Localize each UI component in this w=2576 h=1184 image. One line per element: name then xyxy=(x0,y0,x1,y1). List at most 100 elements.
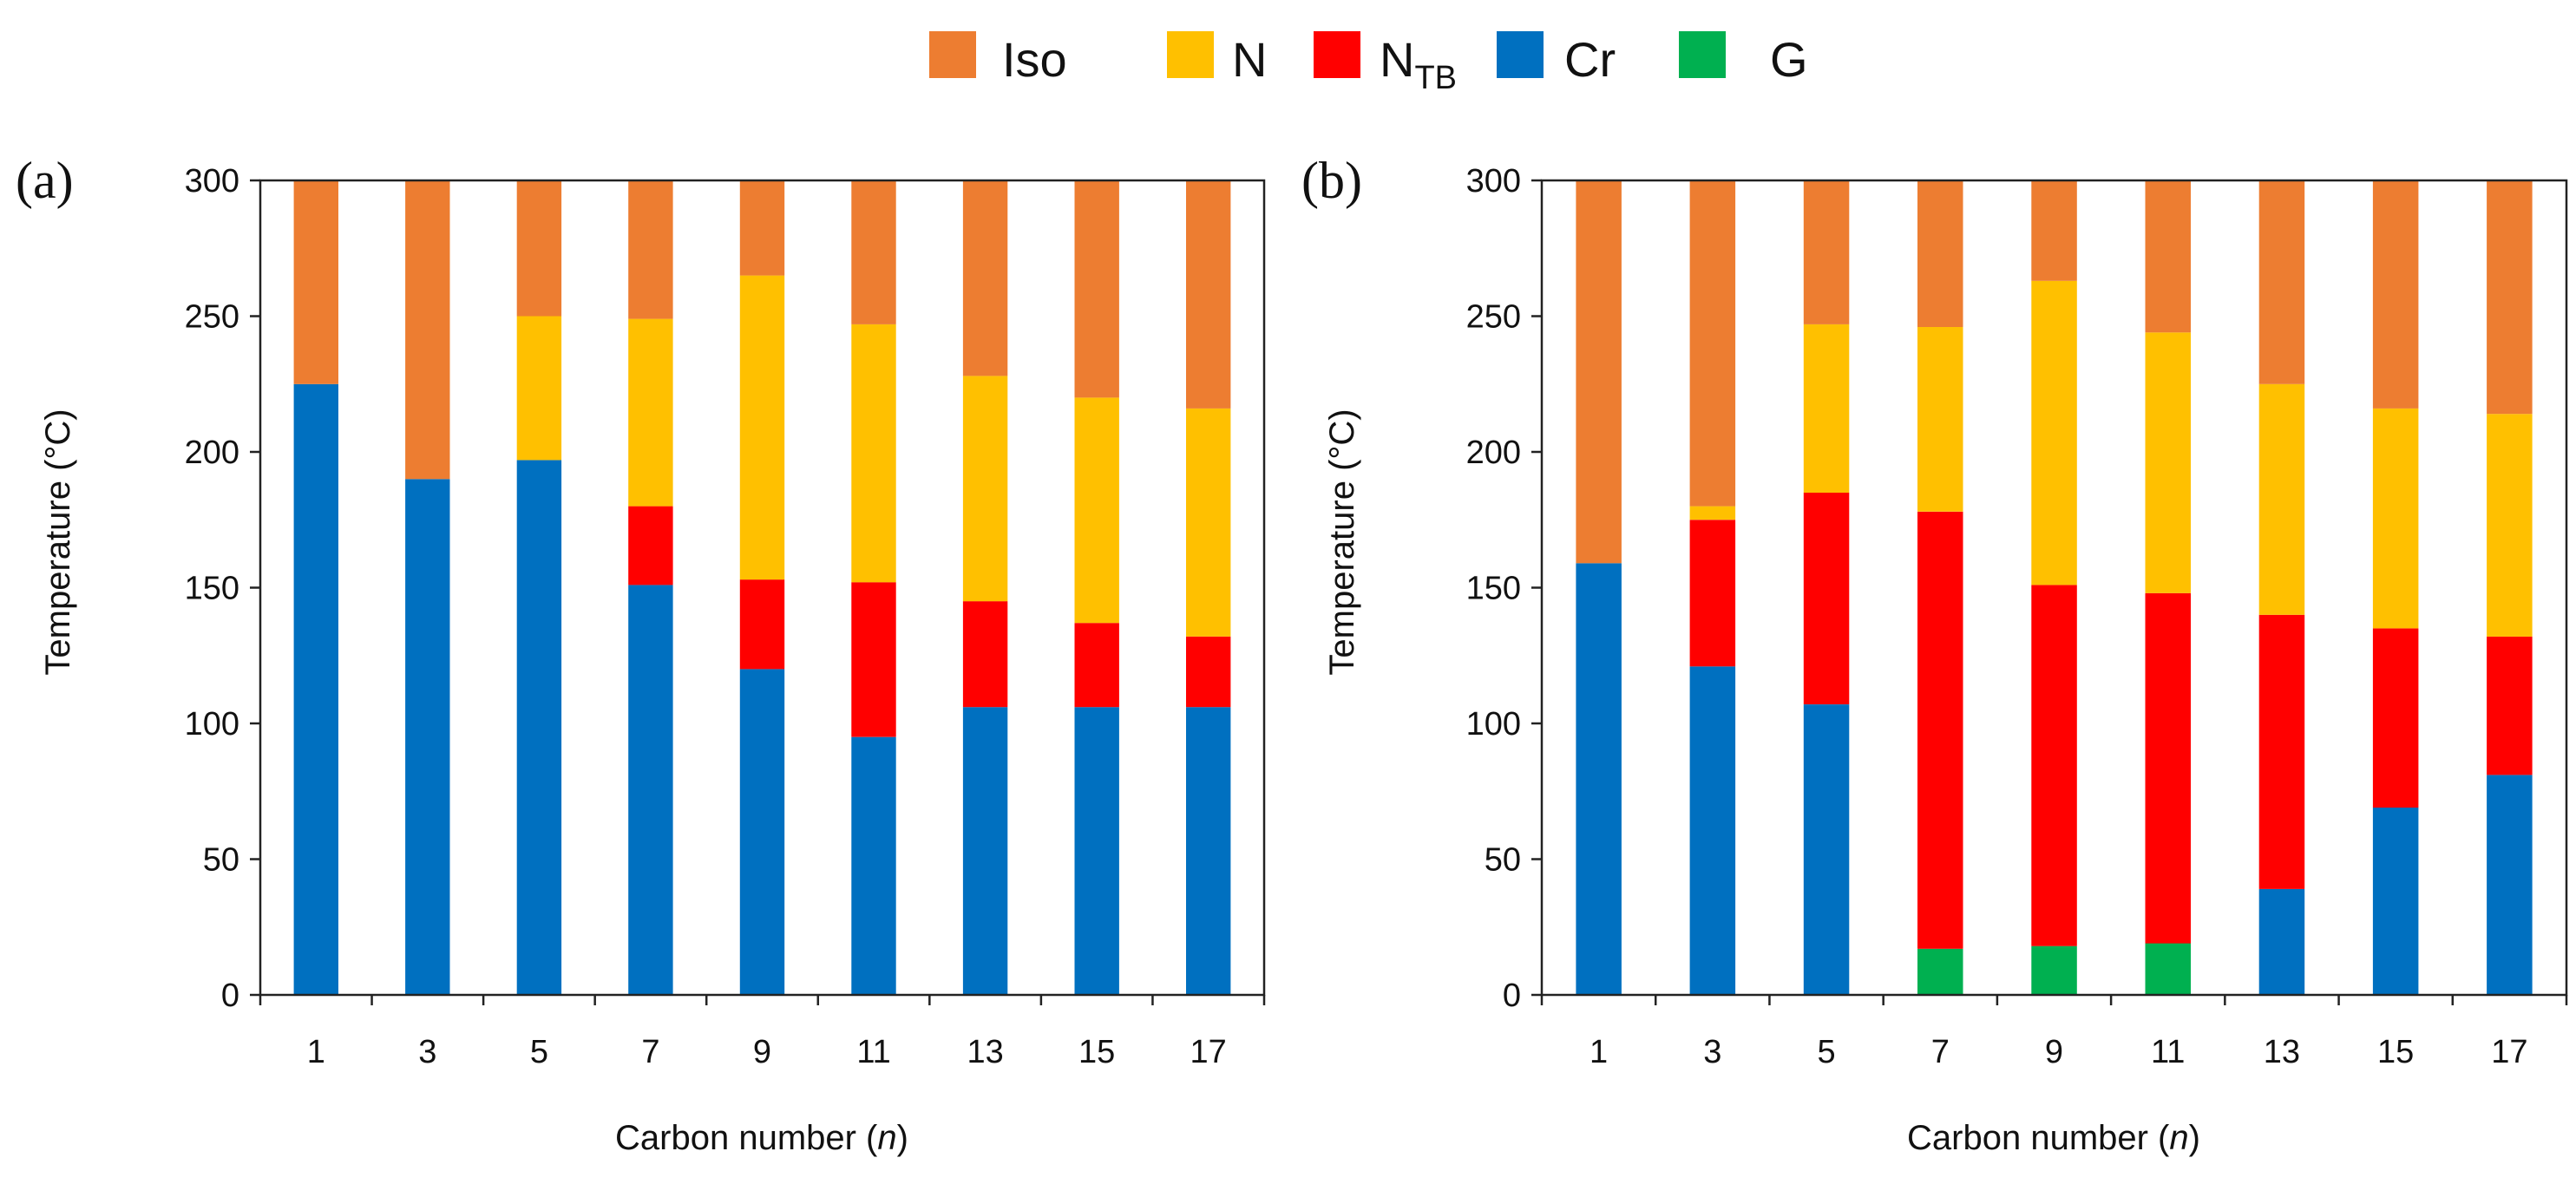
bar-a-n11-iso xyxy=(851,180,896,324)
bar-b-n11-ntb xyxy=(2145,592,2191,944)
bar-a-n17-n xyxy=(1186,408,1231,637)
ytick-label-b-250: 250 xyxy=(1466,299,1521,336)
legend-label-cr: Cr xyxy=(1564,32,1616,87)
bar-a-n7-cr xyxy=(628,585,673,995)
bar-b-n17-n xyxy=(2487,414,2533,637)
bar-b-n15-cr xyxy=(2372,808,2419,995)
xlabel-b-var: n xyxy=(2169,1119,2188,1157)
ytick-label-b-200: 200 xyxy=(1466,435,1521,471)
xtick-label-b-3: 3 xyxy=(1703,1034,1721,1070)
ytick-label-a-150: 150 xyxy=(185,571,239,607)
xlabel-a-end: ) xyxy=(897,1119,908,1157)
xtick-label-a-13: 13 xyxy=(967,1034,1003,1070)
ytick-label-b-150: 150 xyxy=(1466,571,1521,607)
bar-a-n1-cr xyxy=(293,383,338,996)
ytick-label-a-100: 100 xyxy=(185,706,239,742)
legend-swatch-ntb xyxy=(1314,31,1360,78)
bar-b-n9-ntb xyxy=(2031,585,2077,946)
bar-b-n11-g xyxy=(2145,943,2191,995)
panel-label-a: (a) xyxy=(16,152,74,209)
bar-a-n7-iso xyxy=(628,180,673,319)
bar-a-n15-n xyxy=(1074,397,1119,624)
bar-b-n13-cr xyxy=(2258,888,2305,995)
bar-a-n11-cr xyxy=(851,736,896,995)
bar-b-n15-ntb xyxy=(2372,628,2419,808)
ytick-label-a-200: 200 xyxy=(185,435,239,471)
xtick-label-b-7: 7 xyxy=(1931,1034,1950,1070)
bar-a-n5-cr xyxy=(516,460,562,995)
ytick-label-b-50: 50 xyxy=(1485,842,1521,879)
bar-a-n13-iso xyxy=(962,180,1008,376)
bar-b-n13-n xyxy=(2258,383,2305,615)
bar-a-n13-n xyxy=(962,376,1008,602)
bar-a-n9-iso xyxy=(739,180,785,276)
ytick-label-a-0: 0 xyxy=(221,978,239,1014)
xtick-label-b-11: 11 xyxy=(2151,1034,2185,1070)
bar-a-n11-ntb xyxy=(851,582,896,737)
ytick-label-a-50: 50 xyxy=(203,842,239,879)
bar-a-n9-ntb xyxy=(739,579,785,670)
bar-a-n11-n xyxy=(851,324,896,583)
legend-label-iso: Iso xyxy=(1002,32,1067,87)
bar-b-n5-n xyxy=(1803,324,1850,493)
bar-a-n9-n xyxy=(739,275,785,580)
bar-b-n1-cr xyxy=(1576,563,1622,995)
xtick-label-a-3: 3 xyxy=(418,1034,436,1070)
bar-b-n1-iso xyxy=(1576,180,1622,564)
panel-label-b: (b) xyxy=(1301,152,1362,209)
ytick-label-a-300: 300 xyxy=(185,163,239,200)
xtick-label-a-9: 9 xyxy=(753,1034,771,1070)
bar-a-n7-n xyxy=(628,318,673,507)
bar-a-n15-cr xyxy=(1074,707,1119,995)
bar-b-n17-ntb xyxy=(2487,636,2533,775)
xtick-label-a-7: 7 xyxy=(641,1034,659,1070)
xtick-label-a-5: 5 xyxy=(530,1034,548,1070)
bar-b-n15-iso xyxy=(2372,180,2419,409)
bar-b-n3-ntb xyxy=(1689,520,1736,667)
ylabel-a: Temperature (°C) xyxy=(39,409,77,675)
xlabel-a: Carbon number (n) xyxy=(615,1119,908,1157)
xtick-label-a-15: 15 xyxy=(1078,1034,1115,1070)
legend-label-ntb-main: N xyxy=(1380,32,1414,87)
bar-a-n15-ntb xyxy=(1074,623,1119,708)
legend: Iso N NTB Cr G xyxy=(929,31,1808,96)
bar-b-n3-iso xyxy=(1689,180,1736,507)
bar-a-n17-cr xyxy=(1186,707,1231,995)
bar-b-n3-n xyxy=(1689,506,1736,520)
ytick-label-a-250: 250 xyxy=(185,299,239,336)
legend-swatch-g xyxy=(1679,31,1726,78)
legend-label-n: N xyxy=(1232,32,1267,87)
xtick-label-b-9: 9 xyxy=(2045,1034,2063,1070)
bar-b-n5-ntb xyxy=(1803,492,1850,704)
bar-a-n7-ntb xyxy=(628,506,673,585)
bar-b-n15-n xyxy=(2372,408,2419,629)
legend-label-g: G xyxy=(1770,32,1808,87)
xtick-label-a-17: 17 xyxy=(1190,1034,1227,1070)
bar-a-n3-cr xyxy=(405,479,450,995)
ytick-label-b-300: 300 xyxy=(1466,163,1521,200)
bar-a-n1-iso xyxy=(293,180,338,384)
bar-a-n5-iso xyxy=(516,180,562,317)
xlabel-a-var: n xyxy=(877,1119,896,1157)
bar-b-n7-iso xyxy=(1917,180,1963,327)
bar-a-n13-cr xyxy=(962,707,1008,995)
ytick-label-b-0: 0 xyxy=(1503,978,1521,1014)
xtick-label-b-15: 15 xyxy=(2377,1034,2414,1070)
legend-swatch-iso xyxy=(929,31,976,78)
xlabel-b-end: ) xyxy=(2189,1119,2200,1157)
bar-b-n13-ntb xyxy=(2258,614,2305,889)
bar-b-n9-iso xyxy=(2031,180,2077,281)
bar-a-n13-ntb xyxy=(962,601,1008,708)
bar-b-n9-g xyxy=(2031,945,2077,995)
xlabel-b: Carbon number (n) xyxy=(1907,1119,2200,1157)
xlabel-b-text: Carbon number ( xyxy=(1907,1119,2170,1157)
xtick-label-b-1: 1 xyxy=(1590,1034,1608,1070)
bar-a-n17-ntb xyxy=(1186,636,1231,708)
xtick-label-a-11: 11 xyxy=(856,1034,890,1070)
xlabel-a-text: Carbon number ( xyxy=(615,1119,878,1157)
xtick-label-b-13: 13 xyxy=(2264,1034,2300,1070)
bar-b-n17-cr xyxy=(2487,775,2533,995)
